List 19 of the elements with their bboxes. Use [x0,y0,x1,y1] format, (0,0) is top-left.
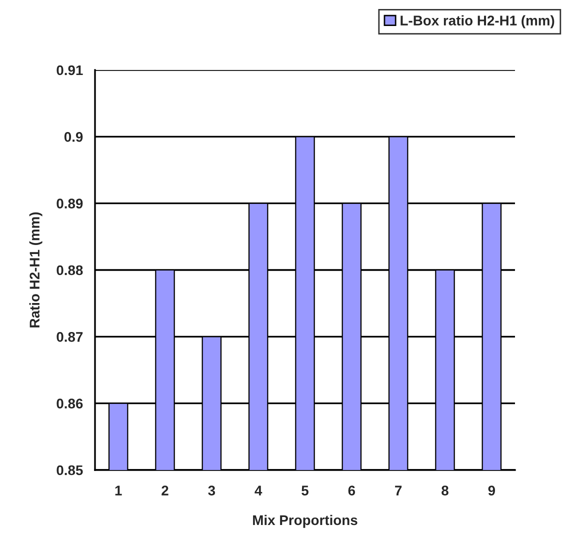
y-tick-label: 0.89 [56,198,83,209]
x-tick-label: 6 [348,486,356,496]
x-tick-label: 4 [254,486,262,496]
x-tick-label: 3 [208,486,216,496]
y-axis-title: Ratio H2-H1 (mm) [29,212,42,328]
y-tick-label: 0.91 [56,65,83,76]
x-tick-label: 2 [162,486,168,496]
y-tick-label: 0.85 [56,465,83,476]
x-tick-label: 7 [395,486,402,496]
y-tick-label: 0.87 [56,332,83,342]
y-tick-label: 0.86 [56,398,83,409]
y-tick-label: 0.88 [56,265,83,276]
x-tick-label: 9 [488,486,496,496]
x-axis-title: Mix Proportions [253,514,358,528]
x-tick-label: 1 [115,486,122,496]
legend-label: L-Box ratio H2-H1 (mm) [400,15,554,28]
x-tick-label: 8 [442,486,448,496]
y-tick-label: 0.9 [64,132,83,142]
x-tick-label: 5 [302,486,308,496]
